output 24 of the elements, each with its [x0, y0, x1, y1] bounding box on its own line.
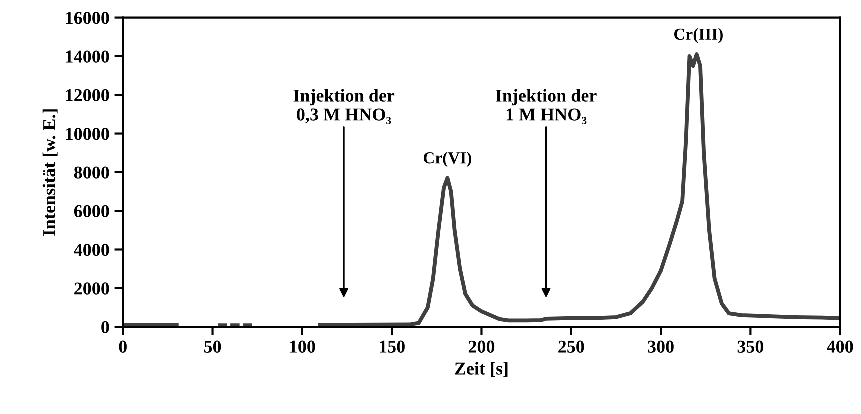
- annotation: Cr(VI): [424, 152, 472, 168]
- annotation: Cr(III): [674, 28, 723, 44]
- y-tick-label: 6000: [74, 205, 110, 218]
- y-tick-label: 0: [102, 321, 110, 334]
- y-tick-label: 2000: [74, 282, 110, 295]
- y-tick-label: 4000: [74, 244, 110, 256]
- annotation: Injektion der 0,3 M HNO₃: [294, 89, 395, 124]
- x-tick-label: 350: [738, 340, 764, 353]
- y-tick-label: 8000: [74, 166, 110, 179]
- x-axis-title: Zeit [s]: [455, 362, 508, 378]
- x-tick-label: 100: [290, 340, 316, 353]
- x-tick-label: 50: [204, 340, 222, 353]
- x-tick-label: 150: [380, 340, 405, 353]
- y-tick-label: 14000: [66, 50, 110, 63]
- y-tick-label: 16000: [66, 12, 110, 24]
- annotation: Injektion der 1 M HNO₃: [496, 89, 597, 124]
- x-tick-label: 400: [827, 340, 854, 353]
- y-axis-title: Intensität [w. E.]: [42, 110, 58, 236]
- x-tick-label: 300: [648, 340, 674, 353]
- x-tick-label: 250: [558, 340, 584, 353]
- x-tick-label: 200: [468, 340, 495, 353]
- y-tick-label: 10000: [66, 128, 110, 140]
- y-tick-label: 12000: [66, 89, 110, 102]
- x-tick-label: 0: [119, 340, 127, 353]
